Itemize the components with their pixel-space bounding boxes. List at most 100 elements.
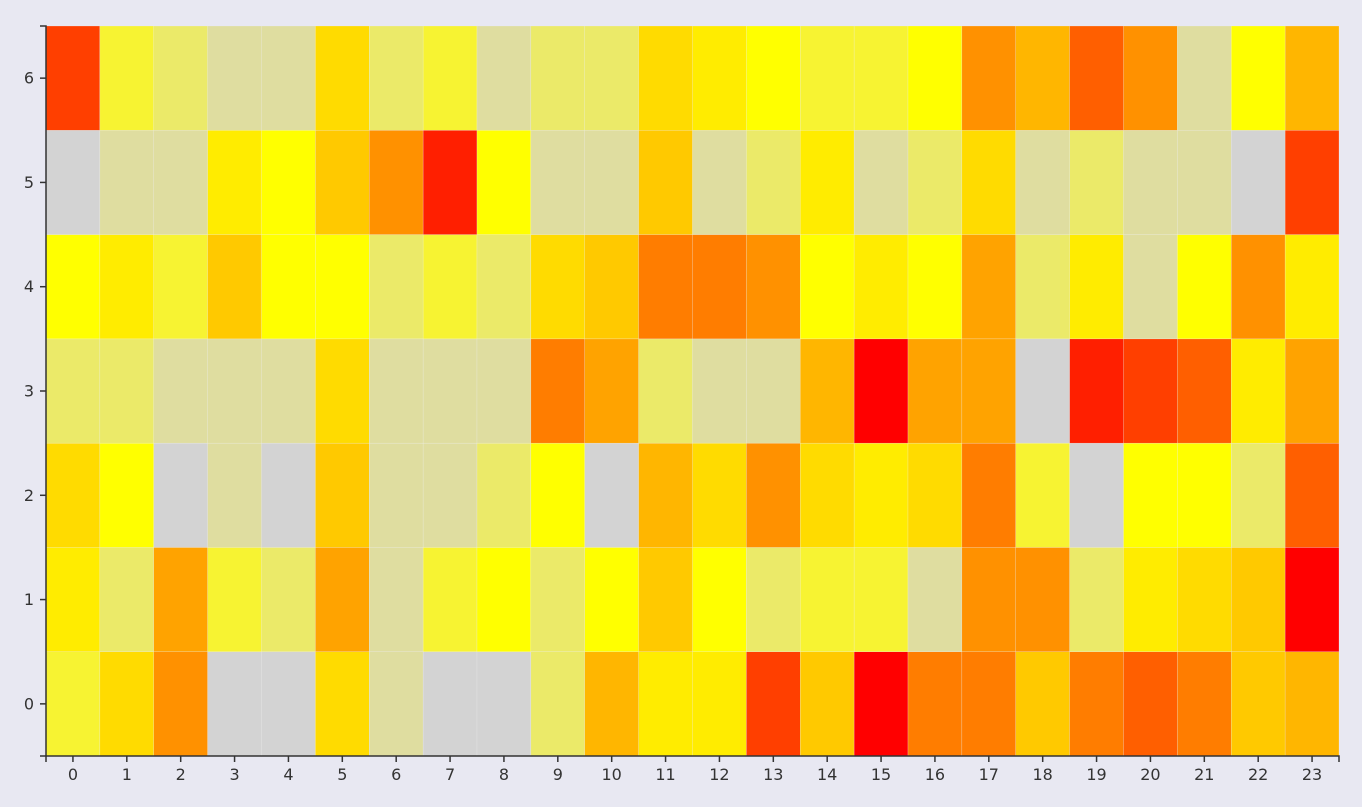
heatmap-cell-15-5 [853,130,909,235]
heatmap-cell-13-1 [746,547,801,652]
heatmap-cell-2-2 [153,442,208,548]
y-tick-label: 2 [24,486,34,505]
heatmap-cell-7-0 [422,651,478,757]
x-tick-label: 3 [229,765,239,784]
heatmap-cell-5-4 [315,234,370,340]
heatmap-cell-5-6 [315,25,370,131]
heatmap-cell-5-5 [315,130,370,235]
heatmap-cell-4-6 [261,25,316,131]
heatmap-cell-22-0 [1231,651,1286,757]
heatmap-cell-21-1 [1177,547,1232,652]
heatmap-cell-16-5 [907,130,963,235]
heatmap-cell-13-3 [746,338,801,444]
heatmap-cell-21-5 [1177,130,1232,235]
heatmap-cell-10-5 [584,130,639,235]
x-tick-label: 19 [1086,765,1106,784]
heatmap-cell-17-2 [961,442,1016,548]
heatmap-cell-3-4 [207,234,262,340]
x-tick-label: 9 [553,765,563,784]
heatmap-cell-15-4 [853,234,909,340]
heatmap-cell-12-6 [692,25,747,131]
heatmap-cell-12-5 [692,130,747,235]
heatmap-cell-11-6 [638,25,693,131]
heatmap-cell-3-0 [207,651,262,757]
heatmap-cell-11-2 [638,442,693,548]
heatmap-cell-9-6 [530,25,585,131]
heatmap-cell-2-6 [153,25,208,131]
heatmap-cell-6-3 [369,338,424,444]
heatmap-cell-1-6 [99,25,154,131]
x-tick-label: 18 [1033,765,1053,784]
x-tick-label: 4 [283,765,293,784]
heatmap-cell-0-3 [45,338,101,444]
y-tick-label: 4 [24,277,34,296]
heatmap-cell-7-3 [422,338,478,444]
heatmap-cell-10-1 [584,547,639,652]
heatmap-cell-5-3 [315,338,370,444]
heatmap-cell-14-3 [800,338,855,444]
heatmap-cell-15-1 [853,547,909,652]
heatmap-cell-4-1 [261,547,316,652]
heatmap-cell-14-0 [800,651,855,757]
heatmap-cell-13-2 [746,442,801,548]
heatmap-cell-3-6 [207,25,262,131]
heatmap-cell-10-0 [584,651,639,757]
x-tick-label: 23 [1302,765,1322,784]
x-tick-label: 20 [1140,765,1160,784]
heatmap-cell-12-3 [692,338,747,444]
heatmap-cell-23-0 [1284,651,1340,757]
heatmap-cell-17-1 [961,547,1016,652]
x-tick-label: 15 [871,765,891,784]
heatmap-cell-18-3 [1015,338,1070,444]
heatmap-cell-19-1 [1069,547,1124,652]
heatmap-cell-19-2 [1069,442,1124,548]
heatmap-cell-15-3 [853,338,909,444]
heatmap-cell-8-3 [476,338,532,444]
heatmap-cell-4-5 [261,130,316,235]
heatmap-cell-6-2 [369,442,424,548]
heatmap-cell-17-0 [961,651,1016,757]
heatmap-cell-8-5 [476,130,532,235]
heatmap-cell-21-3 [1177,338,1232,444]
heatmap-cell-5-1 [315,547,370,652]
heatmap-cell-17-4 [961,234,1016,340]
heatmap-cell-14-5 [800,130,855,235]
heatmap-cell-10-2 [584,442,639,548]
heatmap-cell-11-1 [638,547,693,652]
heatmap-cell-22-3 [1231,338,1286,444]
heatmap-cell-20-0 [1123,651,1178,757]
heatmap-cell-9-0 [530,651,585,757]
heatmap-cell-8-2 [476,442,532,548]
heatmap-cell-15-6 [853,25,909,131]
heatmap-cell-20-3 [1123,338,1178,444]
heatmap-cell-11-4 [638,234,693,340]
heatmap-cell-22-5 [1231,130,1286,235]
heatmap-cell-18-2 [1015,442,1070,548]
heatmap-cell-12-0 [692,651,747,757]
x-axis-line [45,755,1340,762]
heatmap-cell-17-6 [961,25,1016,131]
heatmap-cell-14-1 [800,547,855,652]
heatmap-cell-13-0 [746,651,801,757]
heatmap-cell-3-3 [207,338,262,444]
heatmap-cell-2-4 [153,234,208,340]
heatmap-cell-22-2 [1231,442,1286,548]
heatmap-cell-10-6 [584,25,639,131]
y-tick-label: 3 [24,382,34,401]
heatmap-cell-9-3 [530,338,585,444]
heatmap-cell-7-1 [422,547,478,652]
heatmap-cell-21-2 [1177,442,1232,548]
heatmap-cell-12-2 [692,442,747,548]
heatmap-cell-23-4 [1284,234,1340,340]
x-tick-label: 13 [763,765,783,784]
heatmap-cell-3-5 [207,130,262,235]
heatmap-cell-4-2 [261,442,316,548]
x-tick-label: 17 [979,765,999,784]
heatmap-cell-6-6 [369,25,424,131]
heatmap-cell-16-4 [907,234,963,340]
heatmap-cell-9-5 [530,130,585,235]
heatmap-cell-4-0 [261,651,316,757]
heatmap-cell-8-6 [476,25,532,131]
heatmap-cell-1-5 [99,130,154,235]
